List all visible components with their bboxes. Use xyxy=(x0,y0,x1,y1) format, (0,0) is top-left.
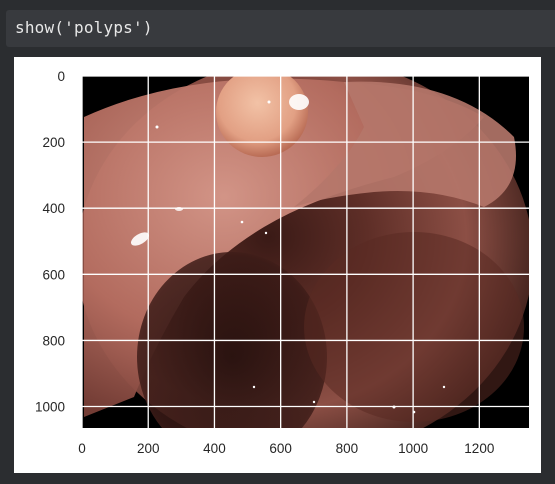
y-tick-label: 0 xyxy=(57,69,65,84)
x-tick-label: 200 xyxy=(137,441,160,456)
x-tick-label: 1000 xyxy=(398,441,428,456)
code-line[interactable]: show('polyps') xyxy=(15,18,153,37)
code-cell[interactable]: show('polyps') xyxy=(6,10,555,47)
figure: 0 200 400 600 800 1000 1200 0 200 400 600 800 1000 xyxy=(35,69,529,456)
y-axis-ticks: 0 200 400 600 800 1000 xyxy=(35,69,65,415)
y-tick-label: 1000 xyxy=(35,400,65,415)
x-axis-ticks: 0 200 400 600 800 1000 1200 xyxy=(78,441,494,456)
endoscopy-image xyxy=(82,76,529,428)
x-tick-label: 0 xyxy=(78,441,86,456)
x-tick-label: 800 xyxy=(336,441,359,456)
y-tick-label: 600 xyxy=(42,267,65,282)
y-tick-label: 400 xyxy=(42,201,65,216)
grid-lines xyxy=(81,75,529,428)
y-tick-label: 800 xyxy=(42,333,65,348)
y-tick-label: 200 xyxy=(42,135,65,150)
x-tick-label: 400 xyxy=(203,441,226,456)
cell-output: 0 200 400 600 800 1000 1200 0 200 400 600 800 1000 xyxy=(14,57,541,473)
x-tick-label: 1200 xyxy=(464,441,494,456)
x-tick-label: 600 xyxy=(269,441,292,456)
